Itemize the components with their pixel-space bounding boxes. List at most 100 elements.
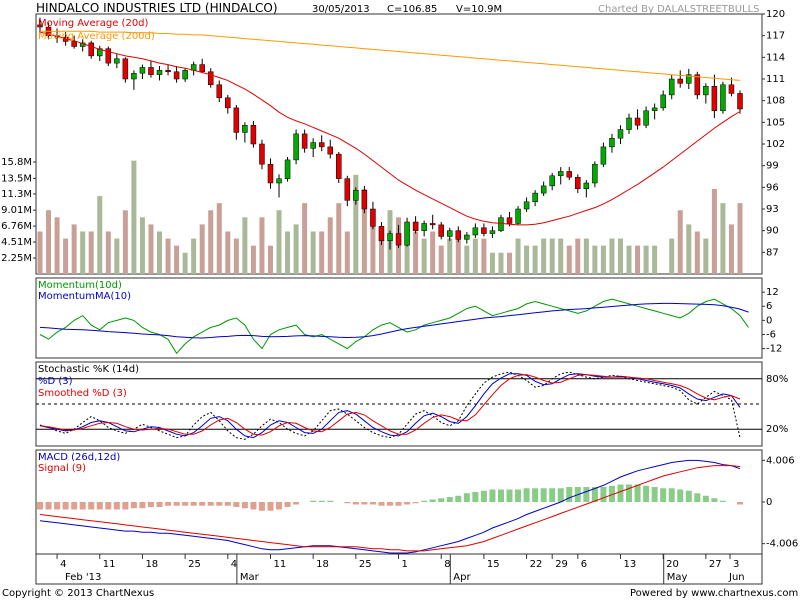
chart-title: HINDALCO INDUSTRIES LTD (HINDALCO)	[36, 1, 278, 15]
macd-histogram-bar	[591, 487, 598, 502]
x-tick-label: 18	[145, 559, 158, 570]
macd-histogram-bar	[147, 502, 154, 507]
candle	[207, 68, 214, 88]
price-y-tick-label: 93	[766, 204, 779, 215]
candle	[259, 139, 265, 170]
macd-histogram-bar	[523, 488, 530, 502]
candle	[190, 61, 197, 76]
volume-y-tick-label: 11.3M	[1, 189, 32, 200]
candle	[139, 64, 146, 79]
volume-bar	[37, 231, 43, 274]
volume-bar	[378, 238, 384, 274]
candle	[284, 157, 291, 182]
macd-histogram-bar	[216, 502, 223, 506]
candle	[276, 174, 282, 198]
macd-histogram-bar	[719, 500, 726, 502]
macd-histogram-bar	[79, 502, 86, 510]
candle	[131, 70, 137, 90]
legend-signal: Signal (9)	[38, 463, 87, 474]
stoch-k-line	[39, 371, 741, 440]
volume-bar	[259, 217, 265, 274]
price-y-tick-label: 120	[766, 9, 785, 20]
macd-histogram-bar	[634, 484, 641, 502]
candle	[626, 113, 632, 134]
candle	[464, 232, 470, 244]
volume-bar	[583, 238, 589, 274]
macd-histogram-bar	[549, 488, 556, 502]
price-y-tick-label: 108	[766, 96, 785, 107]
volume-bar	[609, 238, 615, 274]
legend-ma200: Moving Average (200d)	[38, 31, 155, 42]
x-tick-label: 4	[231, 559, 237, 570]
candle	[361, 185, 368, 214]
macd-histogram-bar	[480, 490, 487, 502]
indicator-lines	[39, 30, 749, 554]
footer-copyright: Copyright © 2013 ChartNexus	[2, 588, 155, 599]
volume-bar	[703, 238, 709, 274]
x-tick-label: 11	[273, 559, 286, 570]
volume-bar	[600, 245, 606, 274]
candle	[532, 190, 538, 207]
header-date: 30/05/2013	[312, 4, 370, 15]
macd-histogram-bar	[387, 502, 393, 506]
candle	[575, 174, 581, 194]
candle	[156, 66, 163, 81]
header-volume: V=10.9M	[456, 4, 503, 15]
momentum-y-tick-label: -12	[766, 344, 782, 355]
legend-stoch-d: %D (3)	[38, 376, 73, 387]
candle	[37, 17, 43, 33]
volume-bar	[566, 245, 572, 274]
macd-histogram-bar	[139, 502, 146, 509]
volume-bar	[541, 238, 547, 274]
macd-histogram-bar	[267, 502, 274, 511]
candle	[250, 120, 257, 148]
volume-bar	[438, 245, 444, 274]
momentum-y-tick-label: 6	[766, 301, 772, 312]
volume-bar	[54, 217, 60, 274]
x-tick-label: 27	[709, 559, 722, 570]
candle	[336, 151, 342, 183]
legend-momentum: Momentum(10d)	[38, 280, 122, 291]
volume-bar	[728, 224, 734, 274]
candle	[293, 129, 299, 165]
macd-histogram-bar	[685, 490, 692, 502]
macd-histogram-bar	[643, 485, 650, 502]
macd-histogram-bar	[190, 502, 197, 506]
macd-histogram-bar	[412, 502, 419, 504]
candle	[609, 133, 615, 153]
candle	[242, 122, 248, 143]
volume-bar	[216, 203, 222, 274]
volume-bar	[71, 224, 77, 274]
volume-bar	[242, 217, 248, 274]
candle	[378, 222, 385, 246]
candle	[327, 139, 333, 159]
x-tick-label: 18	[316, 559, 329, 570]
candle	[651, 103, 658, 120]
macd-histogram-bar	[429, 499, 436, 502]
candle	[318, 135, 325, 152]
candle	[711, 74, 718, 118]
macd-histogram-bar	[651, 487, 658, 502]
volume-bar	[182, 252, 188, 274]
macd-histogram-bar	[352, 502, 359, 505]
macd-histogram-bar	[677, 489, 684, 502]
legend-stoch-smoothed: Smoothed %D (3)	[38, 388, 127, 399]
volume-bar	[285, 231, 291, 274]
macd-histogram-bar	[369, 502, 376, 505]
volume-bar	[148, 224, 154, 274]
volume-bar	[105, 231, 111, 274]
macd-histogram-bar	[165, 502, 172, 506]
macd-y-tick-label: 0	[766, 497, 772, 508]
volume-bar	[139, 217, 145, 274]
volume-bar	[720, 203, 726, 274]
candle	[225, 94, 231, 114]
macd-histogram-bar	[276, 502, 283, 510]
candle	[148, 60, 154, 78]
x-tick-label: 4	[60, 559, 66, 570]
macd-histogram-bar	[122, 502, 129, 510]
macd-histogram-bar	[113, 502, 120, 510]
candle	[540, 181, 547, 196]
macd-histogram-bar	[156, 502, 163, 507]
price-y-tick-label: 90	[766, 226, 779, 237]
macd-histogram-bar	[62, 502, 69, 510]
